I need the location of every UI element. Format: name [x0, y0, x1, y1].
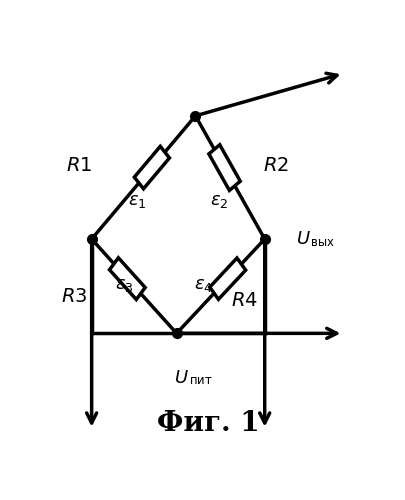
Text: $U$: $U$ [174, 368, 189, 386]
Text: $_{\rm пит}$: $_{\rm пит}$ [189, 369, 213, 386]
Polygon shape [208, 144, 240, 190]
Polygon shape [134, 146, 169, 189]
Text: $\varepsilon_3$: $\varepsilon_3$ [115, 276, 134, 294]
Polygon shape [209, 258, 245, 300]
Text: $\varepsilon_1$: $\varepsilon_1$ [128, 192, 146, 210]
Text: $U$: $U$ [295, 230, 309, 248]
Text: $R3$: $R3$ [61, 288, 87, 306]
Text: $R1$: $R1$ [66, 157, 92, 175]
Text: $_{\rm вых}$: $_{\rm вых}$ [309, 230, 334, 248]
Polygon shape [109, 258, 145, 300]
Text: $R2$: $R2$ [262, 157, 288, 175]
Text: $\varepsilon_4$: $\varepsilon_4$ [193, 276, 212, 294]
Text: Фиг. 1: Фиг. 1 [156, 410, 259, 438]
Text: $R4$: $R4$ [230, 292, 257, 310]
Text: $\varepsilon_2$: $\varepsilon_2$ [209, 192, 228, 210]
